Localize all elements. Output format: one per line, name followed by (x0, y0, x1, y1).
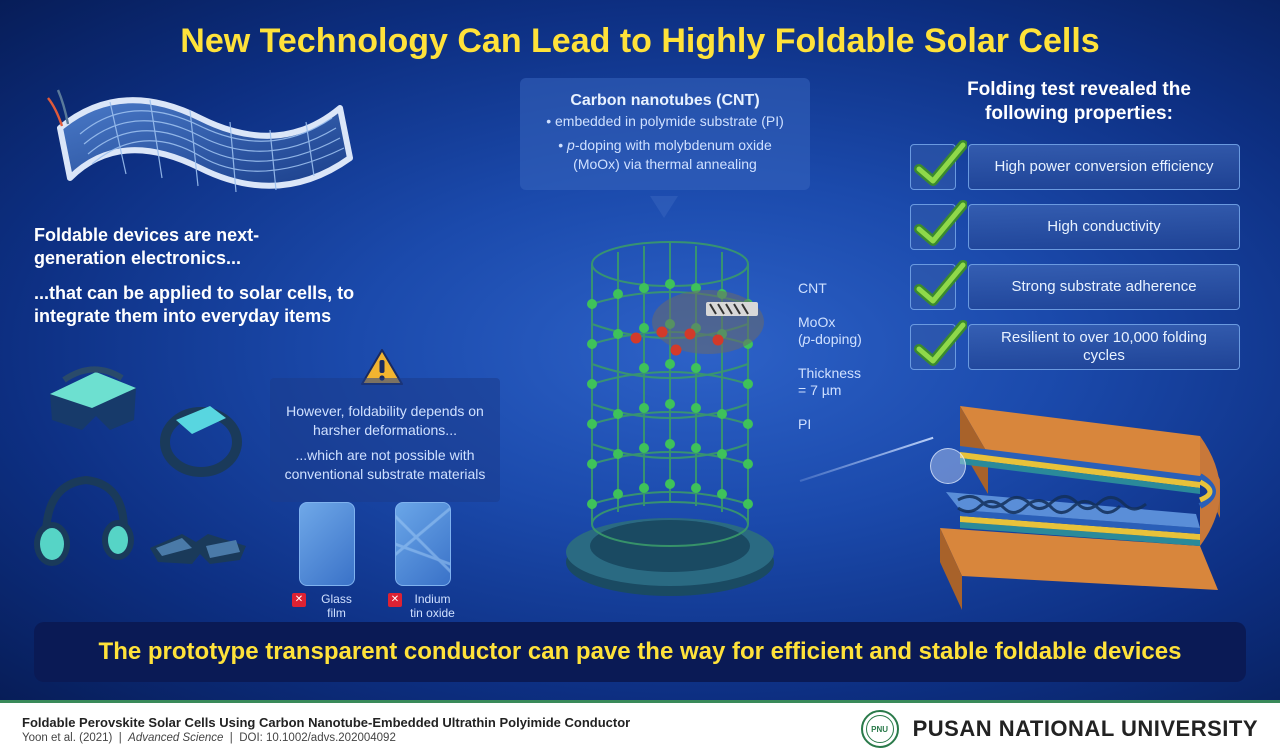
intro-line-1: Foldable devices are next-generation ele… (34, 224, 334, 269)
citation-title: Foldable Perovskite Solar Cells Using Ca… (22, 715, 847, 730)
smartband-icon (156, 394, 246, 484)
devices-illustration (28, 366, 258, 596)
headphones-icon (28, 470, 138, 580)
folded-layers-illustration (900, 396, 1240, 626)
check-icon (910, 324, 956, 370)
flexible-panel-illustration (40, 68, 360, 218)
check-row-3: Resilient to over 10,000 folding cycles (910, 324, 1240, 370)
glass-film-rect (299, 502, 355, 586)
film-label-0: Glass film (311, 592, 362, 621)
check-label-2: Strong substrate adherence (968, 264, 1240, 310)
nanotube-diagram (540, 224, 800, 604)
cnt-label-3: Thickness= 7 µm (798, 365, 862, 400)
check-row-0: High power conversion efficiency (910, 144, 1240, 190)
film-samples: Glass film Indium tin oxide film (292, 502, 458, 635)
checklist: High power conversion efficiency High co… (910, 144, 1240, 370)
film-glass: Glass film (292, 502, 362, 635)
warning-text-1: However, foldability depends on harsher … (284, 402, 486, 440)
reject-icon (292, 593, 306, 607)
check-label-0: High power conversion efficiency (968, 144, 1240, 190)
ito-film-rect (395, 502, 451, 586)
bottom-banner: The prototype transparent conductor can … (34, 622, 1246, 682)
warning-box: However, foldability depends on harsher … (270, 378, 500, 502)
reject-icon (388, 593, 402, 607)
cnt-info-box: Carbon nanotubes (CNT) • embedded in pol… (520, 78, 810, 190)
infographic-stage: New Technology Can Lead to Highly Foldab… (0, 0, 1280, 700)
check-label-3: Resilient to over 10,000 folding cycles (968, 324, 1240, 370)
intro-line-2: ...that can be applied to solar cells, t… (34, 282, 414, 327)
check-row-2: Strong substrate adherence (910, 264, 1240, 310)
university-logo-icon: PNU (861, 710, 899, 748)
cnt-heading: Carbon nanotubes (CNT) (570, 92, 759, 109)
cnt-label-1: CNT (798, 280, 862, 298)
citation: Foldable Perovskite Solar Cells Using Ca… (22, 715, 847, 744)
right-title: Folding test revealed the following prop… (924, 78, 1234, 126)
check-icon (910, 204, 956, 250)
check-row-1: High conductivity (910, 204, 1240, 250)
check-icon (910, 144, 956, 190)
citation-line: Yoon et al. (2021) | Advanced Science | … (22, 732, 847, 744)
callout-lens-icon (930, 448, 966, 484)
glasses-icon (144, 516, 254, 576)
main-title: New Technology Can Lead to Highly Foldab… (0, 22, 1280, 61)
footer-bar: Foldable Perovskite Solar Cells Using Ca… (0, 700, 1280, 755)
cnt-bullet-2: doping with molybdenum oxide (MoOx) via … (573, 137, 772, 172)
cnt-side-labels: CNT MoOx(p-doping) Thickness= 7 µm PI (798, 280, 862, 449)
cnt-label-4: PI (798, 416, 862, 434)
vr-headset-icon (38, 366, 148, 446)
cnt-arrow-icon (650, 196, 678, 218)
warning-text-2: ...which are not possible with conventio… (284, 446, 486, 484)
film-ito: Indium tin oxide film (388, 502, 458, 635)
check-label-1: High conductivity (968, 204, 1240, 250)
university-name: PUSAN NATIONAL UNIVERSITY (913, 716, 1258, 742)
cnt-label-2: MoOx(p-doping) (798, 314, 862, 349)
cnt-bullet-1: embedded in polymide substrate (PI) (555, 113, 784, 129)
check-icon (910, 264, 956, 310)
